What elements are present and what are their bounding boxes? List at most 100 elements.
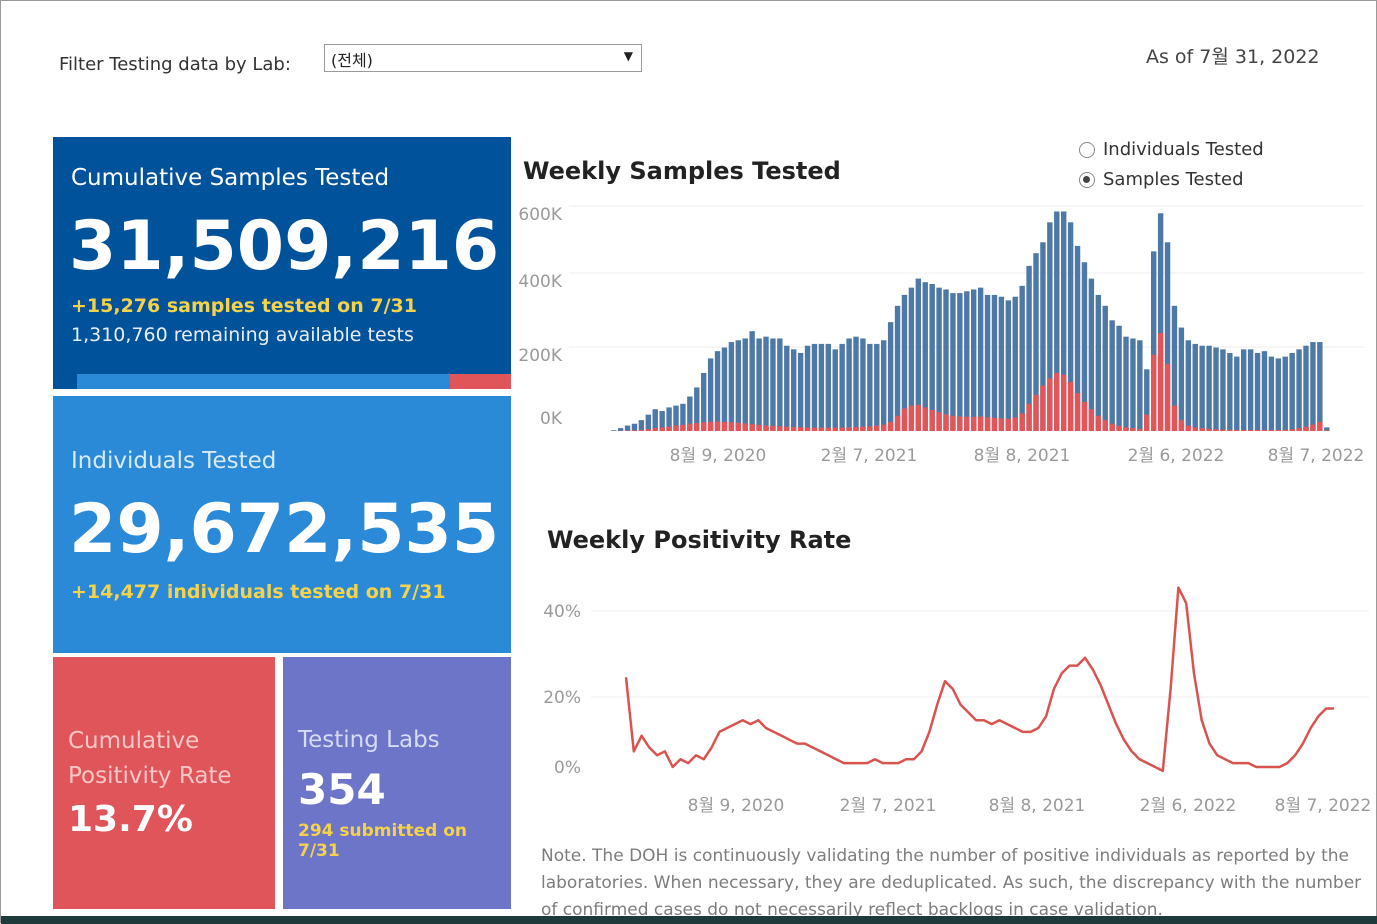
x-tick-label: 2월 7, 2021	[821, 446, 918, 466]
samples-bar	[805, 346, 810, 431]
samples-bar	[618, 428, 623, 431]
x-tick-label: 8월 9, 2020	[688, 796, 785, 816]
samples-bar	[1151, 251, 1156, 431]
weekly-positivity-chart-title: Weekly Positivity Rate	[547, 526, 851, 554]
positive-bar	[708, 422, 713, 431]
positive-bar	[756, 425, 761, 431]
positive-bar	[1144, 415, 1149, 431]
samples-bar	[1075, 246, 1080, 431]
positive-bar	[722, 422, 727, 431]
samples-bar	[853, 337, 858, 431]
samples-bar	[1248, 349, 1253, 431]
positive-bar	[902, 409, 907, 432]
positive-bar	[653, 428, 658, 431]
weekly-samples-chart-title: Weekly Samples Tested	[523, 157, 841, 185]
samples-bar	[1186, 340, 1191, 431]
filter-label: Filter Testing data by Lab:	[59, 54, 291, 75]
positive-bar	[1241, 430, 1246, 431]
samples-bar	[1040, 242, 1045, 431]
positive-bar	[798, 427, 803, 431]
positive-bar	[1262, 430, 1267, 431]
y-tick-label: 20%	[543, 688, 581, 708]
lab-filter-dropdown[interactable]: (전체) ▼	[324, 44, 642, 72]
validation-note: Note. The DOH is continuously validating…	[541, 843, 1371, 924]
samples-bar	[798, 353, 803, 431]
samples-bar	[916, 279, 921, 431]
samples-bar	[943, 289, 948, 431]
samples-bar	[1276, 358, 1281, 431]
positive-bar	[1179, 420, 1184, 431]
x-tick-label: 8월 8, 2021	[989, 796, 1086, 816]
samples-bar	[923, 282, 928, 431]
samples-bar	[929, 284, 934, 431]
samples-bar	[1013, 297, 1018, 431]
positive-bar	[1103, 420, 1108, 431]
positive-bar	[1283, 430, 1288, 431]
cumulative-samples-card: Cumulative Samples Tested 31,509,216 +15…	[53, 137, 511, 389]
samples-bar	[1165, 242, 1170, 431]
samples-bar	[909, 288, 914, 431]
positive-bar	[1061, 375, 1066, 431]
positive-bar	[867, 426, 872, 431]
samples-bar	[1047, 222, 1052, 431]
radio-samples-tested[interactable]: Samples Tested	[1079, 169, 1244, 190]
positive-bar	[943, 414, 948, 431]
samples-bar	[860, 338, 865, 431]
samples-bar	[777, 338, 782, 431]
x-tick-label: 8월 7, 2022	[1275, 796, 1372, 816]
samples-bar	[666, 407, 671, 431]
samples-bar	[1006, 300, 1011, 431]
samples-bar	[1193, 344, 1198, 431]
positive-bar	[1324, 430, 1329, 431]
positive-bar	[1137, 429, 1142, 431]
positivity-line	[626, 588, 1334, 771]
positive-bar	[846, 427, 851, 431]
lab-filter-selected-value: (전체)	[331, 51, 373, 70]
samples-bar	[722, 348, 727, 431]
remaining-tests-progress-bar	[77, 374, 511, 389]
radio-button-icon[interactable]	[1079, 142, 1095, 158]
samples-bar	[1213, 348, 1218, 431]
y-tick-label: 0K	[540, 409, 563, 429]
samples-bar	[1179, 328, 1184, 431]
positive-bar	[701, 422, 706, 431]
samples-bar	[749, 331, 754, 431]
samples-bar	[646, 415, 651, 431]
radio-label-samples: Samples Tested	[1103, 169, 1244, 190]
positivity-title-line2: Positivity Rate	[68, 763, 232, 789]
samples-bar	[985, 295, 990, 431]
samples-bar	[1123, 337, 1128, 431]
positive-bar	[1186, 426, 1191, 431]
samples-bar	[1158, 213, 1163, 431]
individuals-tested-title: Individuals Tested	[71, 448, 276, 474]
positive-bar	[888, 422, 893, 431]
positive-bar	[1151, 355, 1156, 431]
radio-button-icon[interactable]	[1079, 172, 1095, 188]
positive-bar	[1193, 427, 1198, 431]
samples-bar	[1172, 306, 1177, 431]
samples-bar	[1054, 211, 1059, 431]
cumulative-samples-value: 31,509,216	[69, 207, 499, 286]
positive-bar	[736, 423, 741, 431]
cumulative-positivity-value: 13.7%	[68, 799, 193, 840]
as-of-date: As of 7월 31, 2022	[1146, 42, 1320, 69]
remaining-tests: 1,310,760 remaining available tests	[71, 324, 414, 346]
positive-bar	[749, 424, 754, 431]
positive-bar	[805, 428, 810, 431]
positive-bar	[1075, 393, 1080, 431]
samples-bar	[1289, 353, 1294, 431]
positive-bar	[1026, 404, 1031, 431]
positive-bar	[791, 427, 796, 431]
positive-bar	[1276, 430, 1281, 431]
samples-bar	[1137, 340, 1142, 431]
positive-bar	[1006, 419, 1011, 431]
positive-bar	[1123, 427, 1128, 431]
radio-individuals-tested[interactable]: Individuals Tested	[1079, 139, 1264, 160]
positive-bar	[687, 424, 692, 431]
samples-bar	[1109, 320, 1114, 431]
positive-bar	[673, 426, 678, 431]
positive-bar	[839, 428, 844, 431]
chevron-down-icon[interactable]: ▼	[624, 49, 633, 63]
positive-bar	[1199, 428, 1204, 431]
samples-bar	[625, 426, 630, 431]
